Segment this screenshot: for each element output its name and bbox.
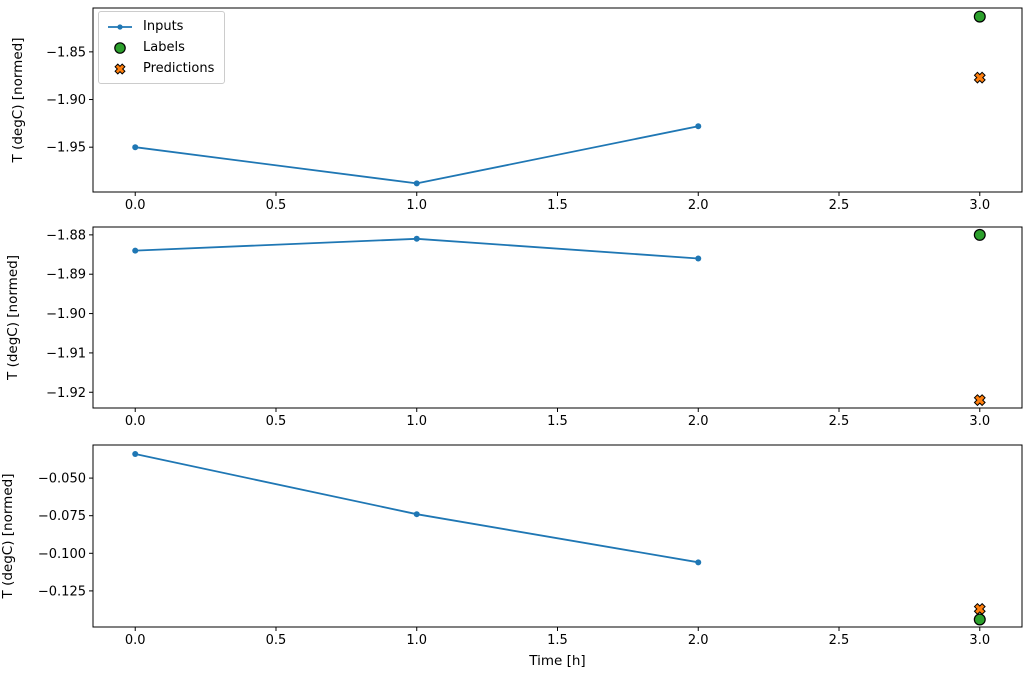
axes-frame — [92, 444, 1023, 628]
labels-circle-icon — [106, 41, 134, 55]
inputs-point — [695, 123, 702, 130]
x-tick-label: 3.0 — [969, 198, 990, 213]
axes-frame — [92, 226, 1023, 409]
y-axis-label: T (degC) [normed] — [5, 255, 21, 381]
x-tick-label: 2.5 — [829, 633, 850, 648]
inputs-line — [135, 453, 699, 564]
x-tick-label: 2.5 — [829, 414, 850, 429]
subplot-1: 0.0 0.5 1.0 1.5 2.0 2.5 3.0 −1.85 −1.90 −1.95 T (d… — [10, 7, 1023, 213]
x-tick-label: 3.0 — [969, 414, 990, 429]
predictions-marker — [973, 394, 986, 407]
y-tick-label: −0.125 — [38, 584, 86, 599]
inputs-point — [413, 235, 420, 242]
predictions-marker — [973, 71, 986, 84]
x-tick-label: 3.0 — [969, 633, 990, 648]
y-tick-label: −0.100 — [38, 547, 86, 562]
inputs-point — [695, 559, 702, 566]
x-tick-label: 2.5 — [829, 198, 850, 213]
labels-marker — [973, 613, 986, 626]
legend-label-inputs: Inputs — [143, 18, 184, 34]
inputs-dot-glyph — [117, 23, 123, 30]
x-tick-label: 0.5 — [266, 633, 287, 648]
y-tick-label: −1.89 — [46, 268, 86, 283]
y-tick-label: −1.92 — [46, 386, 86, 401]
subplot-2: 0.0 0.5 1.0 1.5 2.0 2.5 3.0 −1.88 −1.89 −1.90 −1.9… — [5, 226, 1023, 429]
inputs-point — [132, 144, 139, 151]
legend: Inputs Labels Predictions — [98, 11, 226, 84]
labels-marker — [973, 228, 986, 241]
x-tick-label: 0.0 — [125, 633, 146, 648]
y-axis-label: T (degC) [normed] — [0, 474, 16, 600]
x-tick-label: 0.0 — [125, 198, 146, 213]
x-tick-label: 2.0 — [688, 633, 709, 648]
y-tick-label: −1.90 — [46, 307, 86, 322]
y-axis-label: T (degC) [normed] — [10, 38, 26, 164]
inputs-point — [413, 180, 420, 187]
y-tick-label: −1.91 — [46, 346, 86, 361]
x-tick-label: 0.5 — [266, 198, 287, 213]
axes-frame — [92, 7, 1023, 193]
x-tick-label: 0.0 — [125, 414, 146, 429]
y-tick-label: −0.075 — [38, 509, 86, 524]
predictions-x-icon — [106, 62, 134, 76]
legend-item-labels: Labels — [106, 38, 214, 57]
inputs-line-icon — [106, 20, 134, 34]
legend-label-labels: Labels — [143, 39, 185, 55]
y-tick-label: −1.85 — [46, 45, 86, 60]
legend-item-inputs: Inputs — [106, 17, 214, 36]
labels-circle-glyph — [114, 41, 126, 54]
subplot-3: 0.0 0.5 1.0 1.5 2.0 2.5 3.0 −0.050 −0.075 −0.100 −… — [0, 444, 1023, 669]
x-axis-label: Time [h] — [528, 653, 585, 669]
inputs-point — [413, 511, 420, 518]
x-tick-label: 1.0 — [406, 633, 427, 648]
x-tick-label: 1.5 — [547, 198, 568, 213]
legend-item-predictions: Predictions — [106, 59, 214, 78]
x-tick-label: 1.5 — [547, 414, 568, 429]
predictions-marker — [973, 602, 986, 615]
legend-label-predictions: Predictions — [143, 60, 215, 76]
y-tick-label: −1.88 — [46, 228, 86, 243]
x-tick-label: 2.0 — [688, 414, 709, 429]
inputs-point — [132, 451, 139, 458]
x-tick-label: 2.0 — [688, 198, 709, 213]
x-tick-label: 0.5 — [266, 414, 287, 429]
predictions-x-glyph — [114, 62, 126, 75]
x-tick-label: 1.5 — [547, 633, 568, 648]
y-tick-label: −1.95 — [46, 141, 86, 156]
x-tick-label: 1.0 — [406, 198, 427, 213]
inputs-line — [135, 125, 699, 185]
x-tick-label: 1.0 — [406, 414, 427, 429]
inputs-point — [132, 247, 139, 254]
y-tick-label: −0.050 — [38, 472, 86, 487]
inputs-point — [695, 255, 702, 262]
labels-marker — [973, 10, 986, 23]
y-tick-label: −1.90 — [46, 93, 86, 108]
